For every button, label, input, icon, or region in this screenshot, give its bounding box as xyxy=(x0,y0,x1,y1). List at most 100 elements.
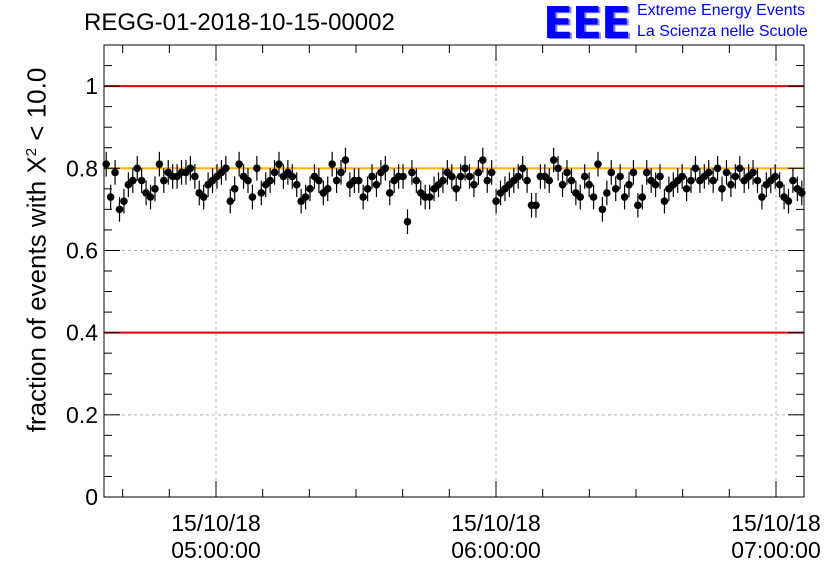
data-point xyxy=(270,168,279,177)
data-point xyxy=(275,160,283,168)
data-point xyxy=(106,193,115,201)
data-point xyxy=(222,164,230,173)
data-points xyxy=(102,147,806,235)
data-point xyxy=(439,176,447,185)
data-point xyxy=(341,156,350,164)
data-point xyxy=(749,168,757,177)
data-point xyxy=(580,172,589,181)
reference-lines xyxy=(104,85,804,334)
data-point xyxy=(487,168,496,177)
data-point xyxy=(563,168,571,177)
data-point xyxy=(642,168,651,177)
data-point xyxy=(191,172,199,181)
data-point xyxy=(137,176,146,185)
data-point xyxy=(425,193,434,201)
y-axis-label: fraction of events with X2 < 10.0 xyxy=(22,68,53,433)
grid-lines xyxy=(104,45,804,498)
data-point xyxy=(470,180,478,189)
data-point xyxy=(257,189,266,197)
data-point xyxy=(230,185,239,193)
data-point xyxy=(567,176,576,185)
data-point xyxy=(363,185,372,193)
data-point xyxy=(545,176,554,185)
data-point xyxy=(306,185,314,193)
x-tick-label-time: 07:00:00 xyxy=(731,537,821,563)
data-point xyxy=(718,185,726,193)
data-point xyxy=(589,193,598,201)
axis-ticks xyxy=(104,44,804,498)
data-point xyxy=(629,168,638,177)
data-point xyxy=(478,156,487,164)
data-point xyxy=(603,189,611,197)
x-tick-label-time: 05:00:00 xyxy=(171,537,261,563)
data-point xyxy=(713,164,722,173)
data-point xyxy=(151,185,159,193)
data-point xyxy=(620,193,629,201)
data-point xyxy=(301,193,310,201)
data-point xyxy=(452,185,461,193)
data-point xyxy=(585,180,593,189)
y-axis-label-chi: X xyxy=(21,156,52,174)
data-point xyxy=(616,172,624,181)
data-point xyxy=(638,193,647,201)
x-tick-label-date: 15/10/18 xyxy=(731,510,821,536)
data-point xyxy=(549,156,558,164)
data-point xyxy=(758,193,766,201)
x-tick-label-date: 15/10/18 xyxy=(451,510,541,536)
data-point xyxy=(359,193,367,201)
data-point xyxy=(128,176,137,185)
data-point xyxy=(598,205,607,214)
data-point xyxy=(399,172,407,181)
data-point xyxy=(523,176,531,185)
data-point xyxy=(634,201,642,210)
x-tick-label-date: 15/10/18 xyxy=(171,510,261,536)
data-point xyxy=(133,164,142,173)
data-point xyxy=(611,185,620,193)
data-point xyxy=(456,172,465,181)
data-point xyxy=(753,176,762,185)
data-point xyxy=(784,197,793,205)
data-point xyxy=(368,172,376,181)
data-point xyxy=(120,197,128,205)
data-point xyxy=(514,172,523,181)
data-point xyxy=(315,176,323,185)
x-tick-label-time: 06:00:00 xyxy=(451,537,541,563)
data-point xyxy=(385,189,394,197)
data-point xyxy=(155,160,164,168)
data-point xyxy=(465,172,474,181)
data-point xyxy=(682,185,691,193)
y-axis-label-suffix: < 10.0 xyxy=(21,67,52,148)
data-point xyxy=(115,205,124,214)
data-point xyxy=(381,164,390,173)
data-point xyxy=(722,168,731,177)
data-point xyxy=(558,180,567,189)
y-tick-label: 0.2 xyxy=(66,402,98,428)
data-point xyxy=(594,160,602,168)
data-point xyxy=(354,176,363,185)
data-point xyxy=(160,176,168,185)
plot-frame xyxy=(103,44,805,498)
data-point xyxy=(651,180,660,189)
data-point xyxy=(408,168,416,177)
data-point xyxy=(532,201,540,210)
data-point xyxy=(288,172,297,181)
data-point xyxy=(412,176,421,185)
data-point xyxy=(146,193,155,201)
y-tick-label: 0.4 xyxy=(66,320,98,346)
data-point xyxy=(771,172,780,181)
data-point xyxy=(235,160,243,168)
data-point xyxy=(691,164,700,173)
data-point xyxy=(461,164,469,173)
data-point xyxy=(483,176,492,185)
y-axis-label-exponent: 2 xyxy=(22,147,40,157)
data-point xyxy=(709,176,717,185)
data-point xyxy=(186,164,195,173)
data-point xyxy=(447,172,456,181)
data-point xyxy=(727,180,735,189)
eee-logo: EEE xyxy=(543,0,631,49)
y-tick-label: 0 xyxy=(85,484,98,510)
data-point xyxy=(660,197,669,205)
data-point xyxy=(735,164,744,173)
data-point xyxy=(656,172,664,181)
data-point xyxy=(678,172,686,181)
